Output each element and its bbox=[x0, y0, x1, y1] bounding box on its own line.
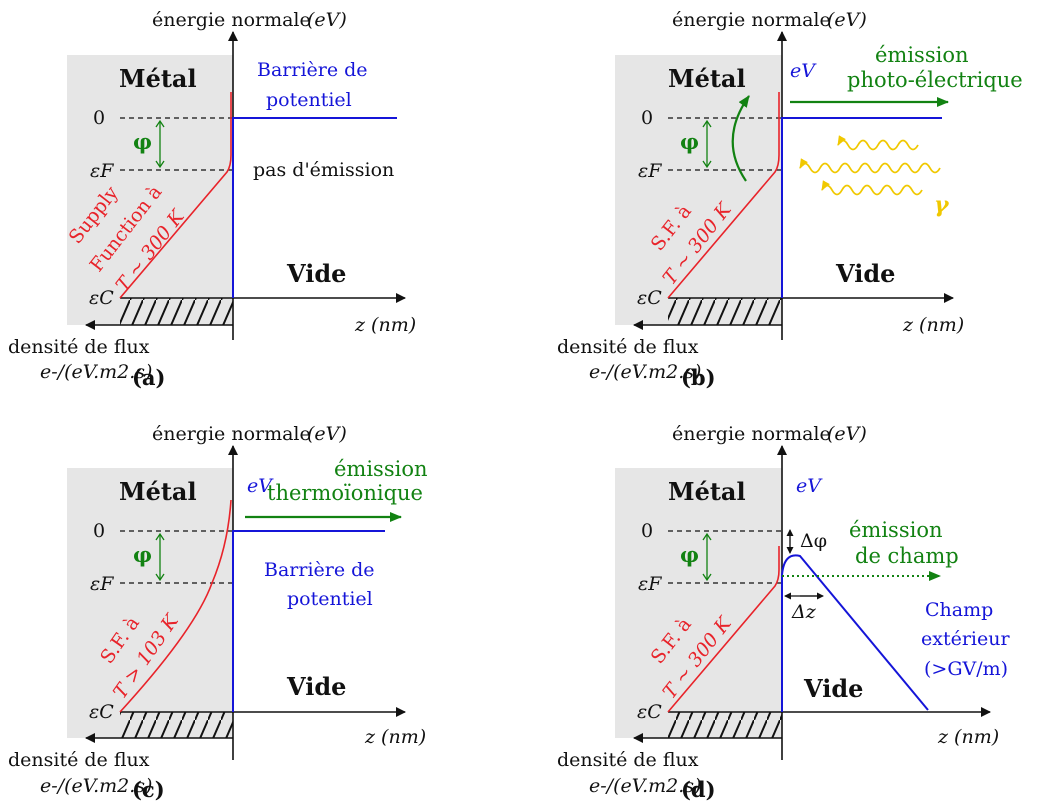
y-axis-label: énergie normale bbox=[152, 423, 311, 445]
ev-label: eV bbox=[796, 475, 823, 497]
flux-label-2: e-/(eV.m2.s) bbox=[589, 775, 701, 797]
ec-label: εC bbox=[637, 701, 662, 723]
zero-label: 0 bbox=[641, 520, 653, 542]
y-axis-unit: (eV) bbox=[827, 9, 867, 31]
flux-label-1: densité de flux bbox=[8, 749, 150, 771]
zero-label: 0 bbox=[93, 520, 105, 542]
emission-label-1: émission bbox=[334, 457, 428, 481]
potential-barrier bbox=[232, 530, 385, 712]
y-axis-unit: (eV) bbox=[827, 423, 867, 445]
potential-barrier bbox=[781, 117, 942, 298]
emission-label-1: émission bbox=[875, 43, 969, 67]
y-axis-label: énergie normale bbox=[152, 9, 311, 31]
panel-c: énergie normale (eV) Métal eV émission t… bbox=[8, 423, 428, 802]
flux-label-1: densité de flux bbox=[557, 336, 699, 358]
flux-label-2: e-/(eV.m2.s) bbox=[589, 361, 701, 383]
supply-function-curve bbox=[119, 499, 232, 713]
field-label-3: (>GV/m) bbox=[924, 658, 1008, 680]
flux-label-2: e-/(eV.m2.s) bbox=[40, 775, 152, 797]
hatch-region bbox=[668, 712, 782, 738]
caption-b: (b) bbox=[681, 365, 716, 390]
x-axis-label: z (nm) bbox=[937, 726, 999, 748]
supply-function-curve bbox=[667, 546, 780, 713]
zero-label: 0 bbox=[93, 107, 105, 129]
metal-region bbox=[67, 468, 233, 738]
supply-function-curve bbox=[119, 92, 232, 299]
barrier-label-2: potentiel bbox=[266, 89, 352, 111]
y-axis-label: énergie normale bbox=[672, 9, 831, 31]
zero-label: 0 bbox=[641, 107, 653, 129]
metal-label: Métal bbox=[668, 477, 746, 506]
vide-label: Vide bbox=[803, 674, 863, 703]
ec-label: εC bbox=[637, 287, 662, 309]
ef-label: εF bbox=[90, 160, 114, 182]
x-axis-label: z (nm) bbox=[364, 726, 426, 748]
phi-label: φ bbox=[133, 542, 152, 567]
emission-label: pas d'émission bbox=[253, 159, 394, 181]
barrier-label-2: potentiel bbox=[287, 588, 373, 610]
panel-d: énergie normale (eV) Métal eV 0 εF εC φ … bbox=[557, 423, 1010, 802]
caption-a: (a) bbox=[132, 365, 165, 390]
vide-label: Vide bbox=[286, 672, 346, 701]
emission-label-2: thermoïonique bbox=[267, 481, 423, 505]
field-label-1: Champ bbox=[925, 599, 993, 621]
vide-label: Vide bbox=[286, 259, 346, 288]
phi-label: φ bbox=[680, 129, 699, 154]
ec-label: εC bbox=[89, 287, 114, 309]
metal-region bbox=[67, 55, 233, 325]
barrier-label-1: Barrière de bbox=[264, 559, 375, 581]
excitation-arrow bbox=[731, 95, 750, 182]
flux-label-1: densité de flux bbox=[557, 749, 699, 771]
phi-label: φ bbox=[133, 129, 152, 154]
emission-label-2: de champ bbox=[855, 544, 959, 568]
metal-label: Métal bbox=[668, 64, 746, 93]
flux-label-1: densité de flux bbox=[8, 336, 150, 358]
emission-label-2: photo-électrique bbox=[847, 68, 1023, 92]
phi-label: φ bbox=[680, 542, 699, 567]
y-axis-unit: (eV) bbox=[307, 423, 347, 445]
ef-label: εF bbox=[638, 160, 662, 182]
ec-label: εC bbox=[89, 701, 114, 723]
photon-waves bbox=[799, 135, 941, 196]
emission-label-1: émission bbox=[849, 518, 943, 542]
caption-d: (d) bbox=[681, 777, 716, 802]
panel-a: énergie normale (eV) Métal Barrière de p… bbox=[8, 9, 416, 390]
delta-phi-label: Δφ bbox=[800, 530, 827, 552]
field-label-2: extérieur bbox=[921, 628, 1010, 650]
metal-label: Métal bbox=[119, 477, 197, 506]
y-axis-unit: (eV) bbox=[307, 9, 347, 31]
potential-barrier bbox=[781, 554, 929, 712]
gamma-label: γ bbox=[934, 192, 950, 218]
supply-function-curve bbox=[667, 92, 780, 299]
hatch-region bbox=[120, 298, 233, 325]
delta-z-label: Δz bbox=[791, 601, 817, 623]
metal-region bbox=[615, 55, 782, 325]
vide-label: Vide bbox=[835, 259, 895, 288]
flux-label-2: e-/(eV.m2.s) bbox=[40, 361, 152, 383]
barrier-label-1: Barrière de bbox=[257, 59, 368, 81]
ef-label: εF bbox=[638, 573, 662, 595]
metal-label: Métal bbox=[119, 64, 197, 93]
potential-barrier bbox=[232, 117, 397, 298]
caption-c: (c) bbox=[132, 777, 165, 802]
ef-label: εF bbox=[90, 573, 114, 595]
ev-label: eV bbox=[790, 60, 817, 82]
hatch-region bbox=[120, 712, 233, 738]
x-axis-label: z (nm) bbox=[902, 314, 964, 336]
x-axis-label: z (nm) bbox=[354, 314, 416, 336]
metal-region bbox=[615, 468, 782, 738]
panel-b: énergie normale (eV) Métal eV émission p… bbox=[557, 9, 1023, 390]
y-axis-label: énergie normale bbox=[672, 423, 831, 445]
ev-label: eV bbox=[247, 475, 274, 497]
hatch-region bbox=[668, 298, 782, 325]
